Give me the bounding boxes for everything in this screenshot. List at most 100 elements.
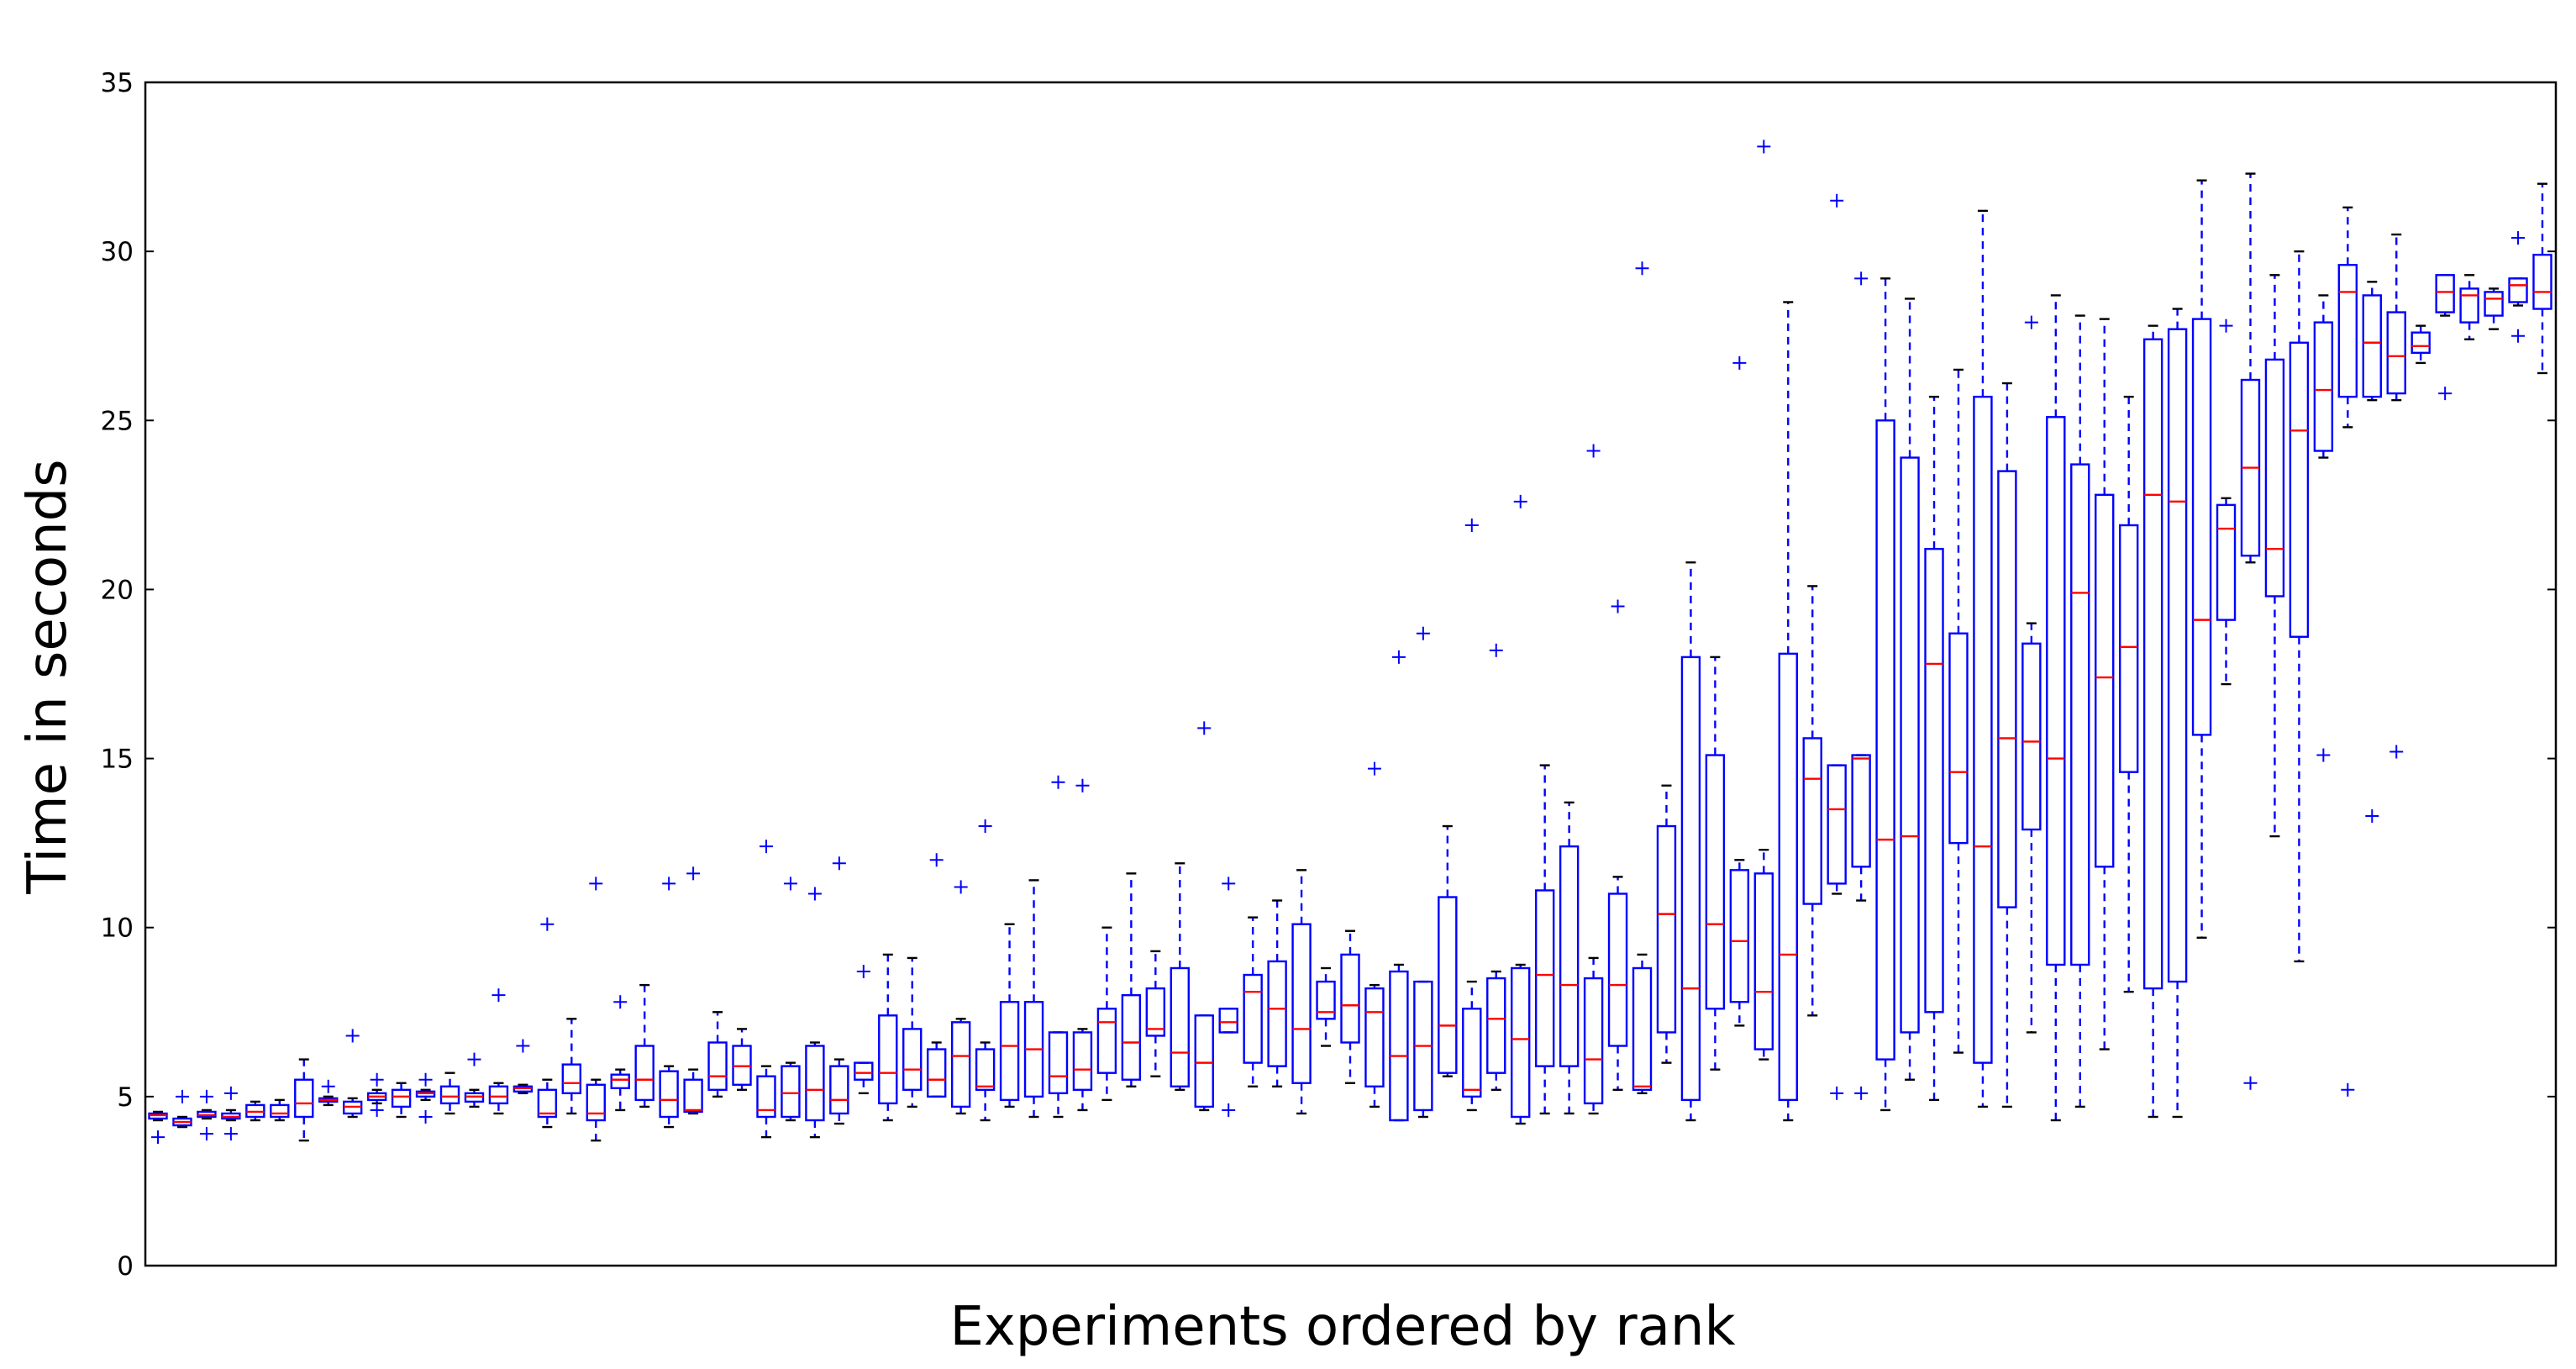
box-body (1438, 896, 1458, 1074)
box-item (1145, 950, 1166, 1077)
box-item (1511, 494, 1531, 1125)
box-item (513, 1039, 534, 1095)
box-item (1900, 297, 1920, 1081)
box-series (148, 140, 2552, 1145)
box-item (172, 1089, 192, 1129)
outlier-marker (1391, 650, 1406, 664)
box-body (1291, 923, 1312, 1084)
y-axis-ticks: 0 5 10 15 20 25 30 35 (101, 68, 2556, 1282)
box-body (1170, 966, 1190, 1087)
outlier-marker (418, 1109, 433, 1124)
y-tick-label: 5 (117, 1082, 134, 1113)
outlier-marker (1489, 643, 1503, 657)
outlier-marker (199, 1089, 213, 1103)
box-item (2046, 294, 2066, 1122)
box-item (707, 1011, 728, 1098)
box-item (1559, 801, 1580, 1115)
box-body (1559, 845, 1580, 1067)
box-item (1194, 721, 1214, 1112)
box-item (2142, 324, 2163, 1119)
box-item (805, 887, 825, 1139)
outlier-marker (2243, 1076, 2258, 1090)
box-body (975, 1048, 996, 1092)
outlier-marker (2511, 329, 2526, 343)
box-item (1827, 193, 1847, 1100)
box-item (926, 853, 947, 1098)
box-item (1632, 261, 1653, 1095)
outlier-marker (223, 1127, 238, 1141)
box-body (1364, 987, 1385, 1087)
y-tick-label: 35 (101, 68, 134, 98)
box-body (2362, 294, 2382, 398)
outlier-marker (1732, 355, 1747, 370)
box-body (1534, 889, 1555, 1067)
outlier-marker (1830, 1086, 1844, 1100)
box-item (537, 917, 558, 1129)
box-body (1048, 1031, 1069, 1095)
outlier-marker (1586, 444, 1601, 458)
box-body (2410, 331, 2431, 355)
x-axis-label: Experiments ordered by rank (949, 1296, 1735, 1358)
box-item (245, 1100, 265, 1122)
box-body (1778, 652, 1798, 1102)
box-item (197, 1089, 217, 1141)
outlier-marker (418, 1072, 433, 1087)
box-item (270, 1098, 290, 1122)
box-item (2118, 395, 2139, 993)
outlier-marker (759, 840, 773, 854)
outlier-marker (589, 877, 603, 891)
box-item (2216, 319, 2237, 686)
box-item (2264, 274, 2285, 838)
box-body (1096, 1008, 1117, 1074)
box-item (1096, 926, 1117, 1102)
box-item (294, 1058, 314, 1142)
outlier-marker (199, 1127, 213, 1141)
box-item (659, 877, 679, 1129)
box-body (902, 1028, 923, 1092)
box-body (1583, 977, 1604, 1105)
box-item (1364, 761, 1385, 1108)
box-item (1316, 966, 1336, 1047)
y-tick-label: 20 (101, 575, 134, 605)
outlier-marker (1051, 775, 1065, 789)
outlier-marker (1854, 271, 1869, 286)
box-item (2191, 179, 2212, 939)
outlier-marker (2389, 745, 2404, 759)
box-body (2046, 416, 2066, 966)
box-item (1267, 899, 1287, 1087)
box-body (1924, 547, 1944, 1014)
outlier-marker (1611, 599, 1625, 613)
box-body (488, 1085, 509, 1105)
outlier-marker (686, 866, 701, 881)
box-item (2386, 233, 2406, 759)
box-body (294, 1078, 314, 1119)
box-item (1778, 301, 1798, 1122)
y-tick-label: 10 (101, 914, 134, 944)
box-body (2337, 264, 2358, 398)
outlier-marker (1513, 494, 1527, 508)
box-body (1802, 737, 1822, 905)
box-item (391, 1082, 412, 1119)
box-body (756, 1075, 776, 1119)
outlier-marker (2511, 231, 2526, 245)
box-body (1389, 970, 1409, 1122)
box-item (1656, 784, 1677, 1064)
outlier-marker (1854, 1086, 1869, 1100)
box-item (975, 819, 996, 1122)
y-tick-label: 30 (101, 237, 134, 267)
box-item (1997, 382, 2017, 1108)
box-item (2095, 318, 2115, 1050)
box-body (1072, 1031, 1093, 1092)
outlier-marker (370, 1103, 384, 1117)
box-body (561, 1063, 582, 1095)
box-item (610, 995, 630, 1112)
box-body (2095, 493, 2115, 868)
outlier-marker (2365, 808, 2379, 823)
box-item (464, 1052, 485, 1108)
box-body (2313, 321, 2334, 452)
box-body (1462, 1008, 1482, 1098)
outlier-marker (929, 853, 944, 867)
box-body (1145, 987, 1166, 1037)
outlier-marker (1416, 626, 1430, 640)
box-item (829, 856, 849, 1125)
